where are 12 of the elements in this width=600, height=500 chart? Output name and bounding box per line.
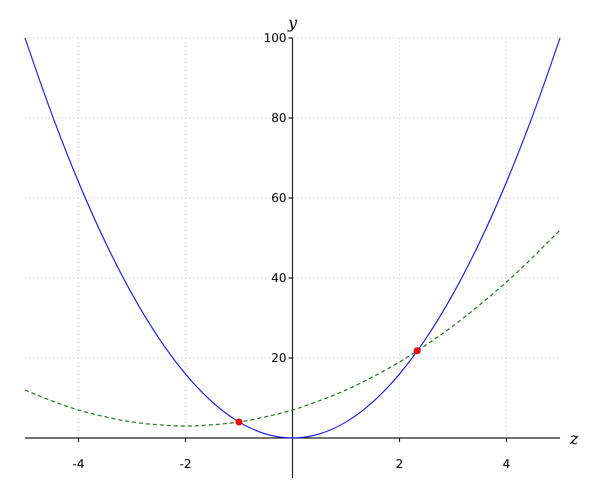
y-tick-label: 60 (271, 191, 286, 205)
x-tick-label: -2 (180, 457, 192, 471)
y-axis-title: y (286, 13, 298, 32)
line-series (24, 230, 560, 426)
y-tick-label: 20 (271, 351, 286, 365)
y-tick-label: 100 (264, 31, 286, 45)
x-tick-label: 4 (502, 457, 510, 471)
y-tick-label: 80 (271, 111, 286, 125)
x-tick-label: 2 (396, 457, 404, 471)
y-tick-label: 40 (271, 271, 286, 285)
x-axis-title: z (569, 429, 579, 448)
x-tick-label: -4 (72, 457, 84, 471)
